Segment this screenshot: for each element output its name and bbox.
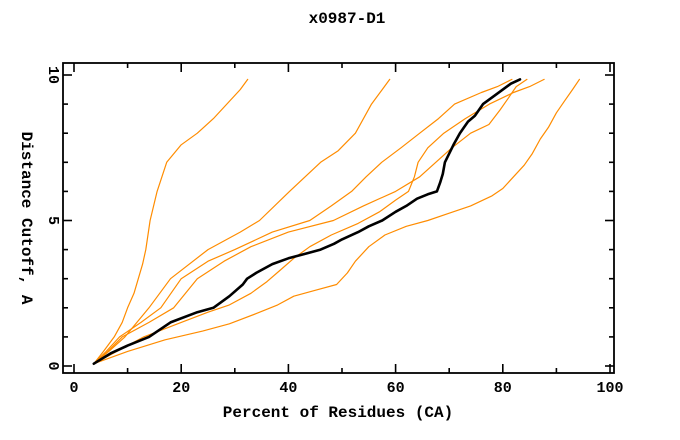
- x-tick-label: 0: [69, 380, 78, 397]
- chart-title: x0987-D1: [309, 10, 386, 28]
- x-tick-label: 60: [387, 380, 405, 397]
- y-tick-label: 0: [44, 361, 61, 370]
- curve-orange-3: [93, 78, 513, 365]
- curve-black-model: [92, 78, 522, 366]
- curve-orange-6: [93, 78, 581, 365]
- curve-orange-1: [93, 78, 249, 365]
- y-tick-label: 5: [44, 216, 61, 225]
- y-tick-label: 10: [44, 66, 61, 84]
- x-tick-label: 100: [596, 380, 623, 397]
- axes-frame: 0 20 40 60 80 100 0 5 10: [44, 62, 624, 397]
- x-tick-label: 40: [279, 380, 297, 397]
- curve-orange-4: [93, 78, 528, 365]
- y-axis-label: Distance Cutoff, A: [17, 132, 35, 305]
- x-tick-label: 80: [494, 380, 512, 397]
- curves-layer: [92, 78, 581, 366]
- curve-orange-2: [93, 78, 391, 365]
- x-tick-label: 20: [172, 380, 190, 397]
- curve-orange-5: [93, 78, 545, 365]
- x-axis-label: Percent of Residues (CA): [223, 404, 453, 422]
- plot-border: [62, 62, 615, 374]
